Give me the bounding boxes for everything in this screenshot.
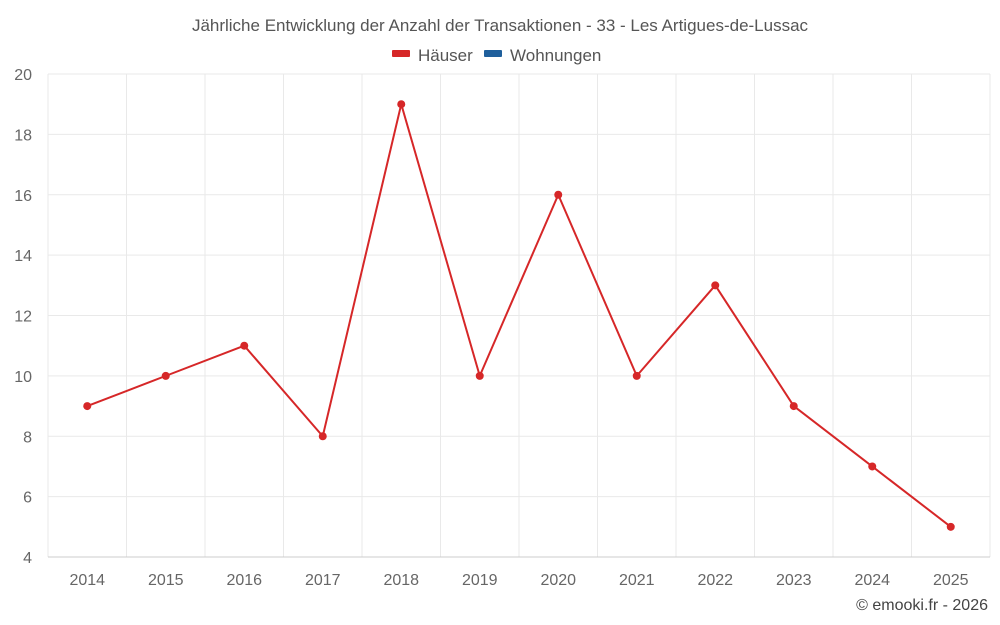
y-tick-label: 14 <box>14 248 32 265</box>
y-tick-label: 4 <box>23 550 32 567</box>
data-point[interactable] <box>946 522 955 531</box>
series-line-0 <box>86 103 952 528</box>
y-tick-label: 16 <box>14 188 32 205</box>
y-tick-label: 10 <box>14 369 32 386</box>
x-tick-label: 2018 <box>383 572 419 589</box>
data-point[interactable] <box>161 371 170 380</box>
x-tick-label: 2025 <box>933 572 969 589</box>
chart-title: Jährliche Entwicklung der Anzahl der Tra… <box>192 16 809 35</box>
x-tick-label: 2019 <box>462 572 498 589</box>
x-tick-label: 2021 <box>619 572 655 589</box>
data-point[interactable] <box>632 371 641 380</box>
credit-text: © emooki.fr - 2026 <box>856 597 988 614</box>
y-tick-label: 6 <box>23 490 32 507</box>
data-point[interactable] <box>789 402 798 411</box>
y-tick-label: 12 <box>14 309 32 326</box>
legend: Häuser Wohnungen <box>392 46 601 65</box>
x-tick-label: 2015 <box>148 572 184 589</box>
x-tick-label: 2017 <box>305 572 341 589</box>
data-point[interactable] <box>318 432 327 441</box>
x-tick-label: 2022 <box>697 572 733 589</box>
data-point[interactable] <box>397 100 406 109</box>
y-tick-label: 18 <box>14 127 32 144</box>
y-axis-ticks: 4 6 8 10 12 14 16 18 20 <box>14 67 32 567</box>
x-tick-label: 2023 <box>776 572 812 589</box>
x-tick-label: 2014 <box>69 572 105 589</box>
legend-label-wohnungen[interactable]: Wohnungen <box>510 46 601 65</box>
data-point[interactable] <box>475 371 484 380</box>
y-tick-label: 8 <box>23 429 32 446</box>
legend-swatch-haeuser <box>392 50 410 57</box>
x-tick-label: 2016 <box>226 572 262 589</box>
x-axis-ticks: 2014 2015 2016 2017 2018 2019 2020 2021 2022 2023… <box>69 572 968 589</box>
x-tick-label: 2024 <box>854 572 890 589</box>
data-point[interactable] <box>868 462 877 471</box>
legend-label-haeuser[interactable]: Häuser <box>418 46 473 65</box>
legend-swatch-wohnungen <box>484 50 502 57</box>
y-tick-label: 20 <box>14 67 32 84</box>
x-tick-label: 2020 <box>540 572 576 589</box>
data-point[interactable] <box>554 190 563 199</box>
series-points <box>83 100 955 531</box>
x-gridlines <box>47 74 991 557</box>
series-lines <box>86 103 952 528</box>
data-point[interactable] <box>240 341 249 350</box>
data-point[interactable] <box>711 281 720 290</box>
data-point[interactable] <box>83 402 92 411</box>
